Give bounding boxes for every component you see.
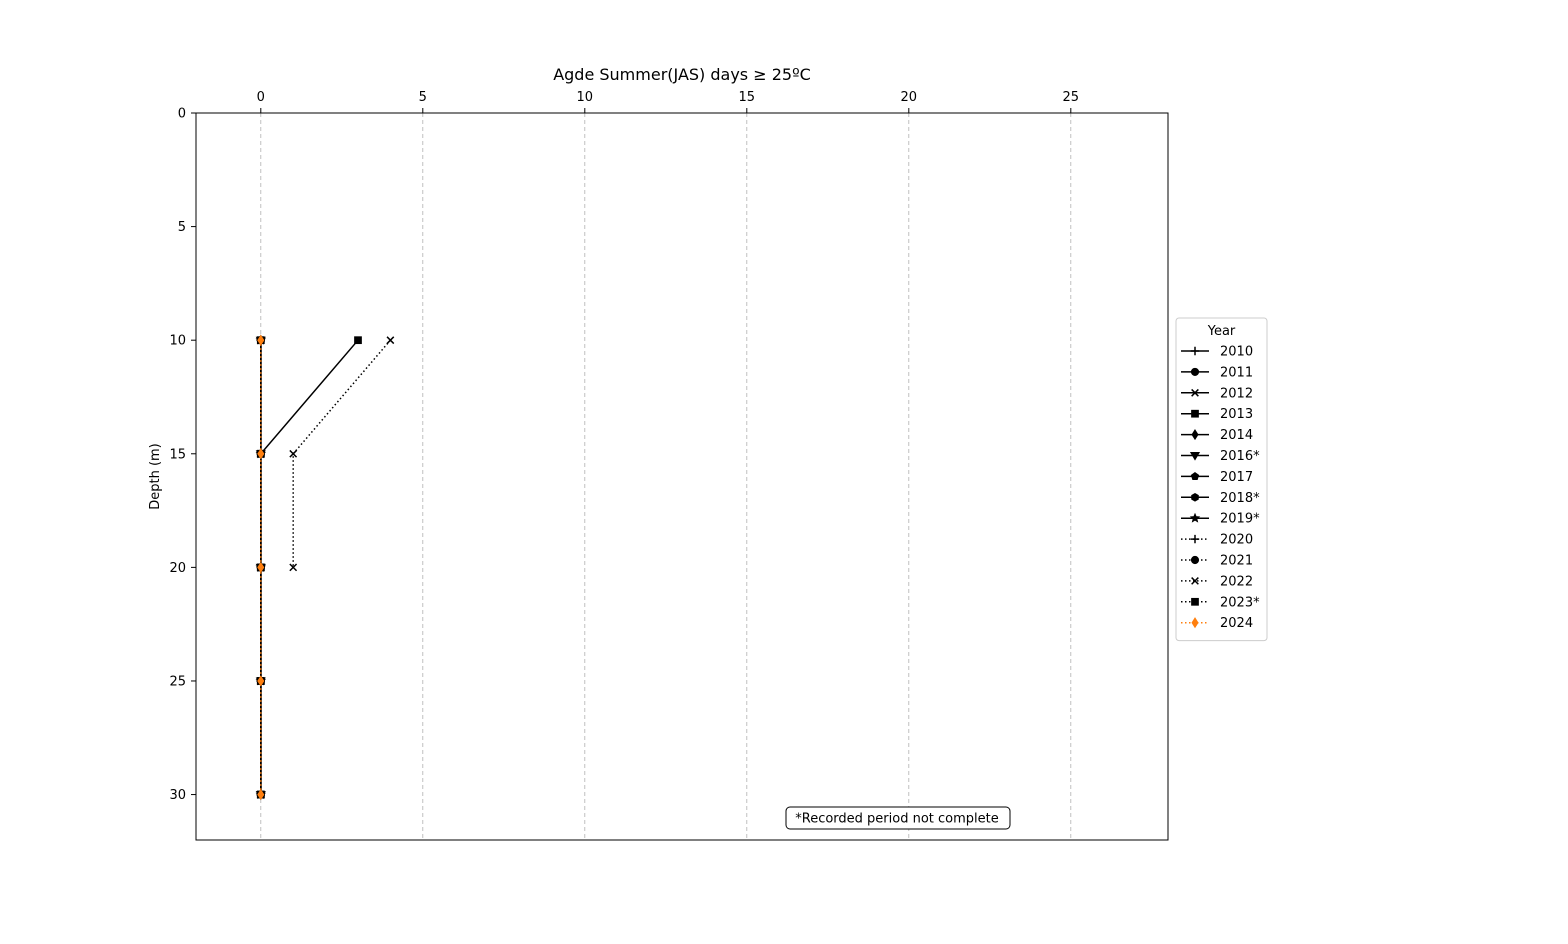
- data-point: [257, 789, 265, 801]
- y-tick-label: 0: [178, 107, 186, 122]
- legend-marker: [1191, 617, 1199, 629]
- y-axis-label: Depth (m): [148, 443, 163, 510]
- series-layer: [255, 334, 395, 801]
- data-point: [257, 675, 265, 687]
- legend-entry: 2021: [1181, 554, 1253, 569]
- legend-entry: 2017: [1181, 470, 1253, 485]
- legend-entry: 2022: [1181, 574, 1253, 589]
- plot-frame: [195, 112, 1169, 841]
- legend-entry: 2016*: [1181, 449, 1260, 464]
- chart-title: Agde Summer(JAS) days ≥ 25ºC: [553, 65, 811, 84]
- data-point: [257, 448, 265, 460]
- x-tick-label: 10: [577, 90, 594, 105]
- legend-marker: [1189, 452, 1201, 461]
- legend-title: Year: [1207, 324, 1236, 339]
- legend-marker: [1189, 512, 1201, 523]
- legend-entry: 2020: [1181, 533, 1253, 548]
- legend-marker: [1191, 409, 1199, 418]
- legend-label: 2020: [1220, 533, 1253, 548]
- legend-marker: [1190, 346, 1200, 356]
- note-text: *Recorded period not complete: [795, 812, 999, 827]
- legend-label: 2010: [1220, 345, 1253, 360]
- legend-label: 2012: [1220, 386, 1253, 401]
- x-tick-label: 0: [257, 90, 265, 105]
- legend-entry: 2013: [1181, 407, 1253, 422]
- y-tick-label: 10: [169, 334, 186, 349]
- y-tick-label: 20: [169, 561, 186, 576]
- legend-entries: 2010 2011 2012 2013 2014 2016* 2017 2018* 2019* 2…: [1181, 345, 1260, 631]
- y-tick-label: 30: [169, 788, 186, 803]
- legend-marker: [1191, 577, 1199, 585]
- legend-marker: [1190, 472, 1200, 480]
- grid-layer: [260, 113, 1072, 840]
- x-tick-label: 20: [901, 90, 918, 105]
- series-2013: [256, 336, 362, 799]
- data-point: [289, 563, 298, 572]
- x-tick-label: 5: [419, 90, 427, 105]
- data-point: [257, 334, 265, 346]
- legend-label: 2022: [1220, 574, 1253, 589]
- series-2022: [289, 336, 395, 572]
- x-tick-label: 15: [739, 90, 756, 105]
- data-point: [257, 561, 265, 573]
- legend-label: 2011: [1220, 365, 1253, 380]
- legend-marker: [1191, 492, 1199, 502]
- series-line: [260, 339, 359, 795]
- legend-marker: [1191, 429, 1199, 441]
- legend-marker: [1190, 534, 1200, 544]
- legend-label: 2017: [1220, 470, 1253, 485]
- y-tick-label: 15: [169, 447, 186, 462]
- legend-label: 2016*: [1220, 449, 1260, 464]
- legend-entry: 2014: [1181, 428, 1253, 443]
- legend-entry: 2012: [1181, 386, 1253, 401]
- legend-entry: 2024: [1181, 616, 1253, 631]
- legend-entry: 2010: [1181, 345, 1253, 360]
- legend-entry: 2018*: [1181, 491, 1260, 506]
- legend-entry: 2023*: [1181, 595, 1260, 610]
- legend-entry: 2019*: [1181, 512, 1260, 527]
- data-point: [289, 449, 298, 458]
- data-point: [354, 336, 362, 345]
- legend-marker: [1191, 388, 1199, 397]
- legend-label: 2018*: [1220, 491, 1260, 506]
- legend-entry: 2011: [1181, 365, 1253, 380]
- legend-label: 2014: [1220, 428, 1253, 443]
- y-tick-label: 5: [178, 220, 186, 235]
- x-tick-label: 25: [1063, 90, 1080, 105]
- legend-marker: [1190, 367, 1200, 376]
- y-tick-label: 25: [169, 674, 186, 689]
- legend-label: 2021: [1220, 554, 1253, 569]
- legend-label: 2024: [1220, 616, 1253, 631]
- series-2024: [257, 334, 265, 801]
- legend-label: 2013: [1220, 407, 1253, 422]
- data-point: [386, 336, 395, 345]
- note-box: [785, 806, 1011, 830]
- legend-marker: [1191, 597, 1199, 606]
- legend-label: 2023*: [1220, 595, 1260, 610]
- x-axis: 0 5 10 15 20 25: [257, 90, 1079, 113]
- y-axis: 0 5 10 15 20 25 30: [169, 107, 196, 803]
- legend-label: 2019*: [1220, 512, 1260, 527]
- incomplete-period-note: *Recorded period not complete: [785, 806, 1011, 830]
- legend-marker: [1190, 555, 1200, 565]
- legend: Year 201020112012201320142016*20172018*2…: [1175, 317, 1268, 642]
- series-line: [292, 339, 391, 568]
